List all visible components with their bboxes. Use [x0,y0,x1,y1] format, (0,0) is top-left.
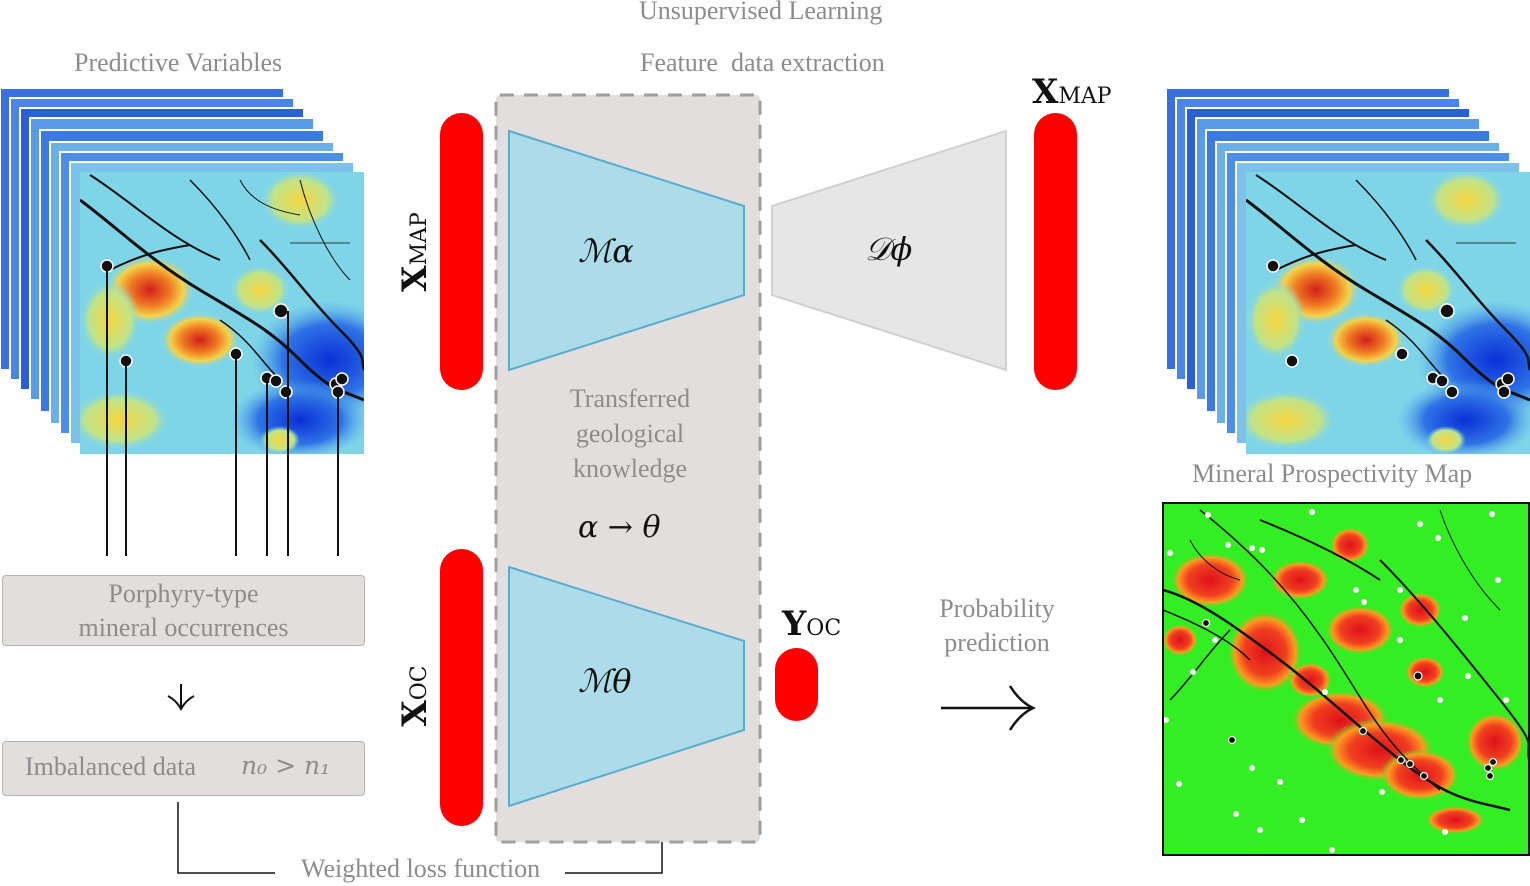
imbalance-expression: n₀ > n₁ [241,751,331,780]
x-map-left-subscript: MAP [407,212,432,266]
y-oc-symbol: Y [782,604,807,644]
imbalanced-data-box: Imbalanced data n₀ > n₁ [2,741,365,796]
x-oc-subscript: OC [407,665,432,701]
transfer-label-line-3: knowledge [572,454,688,483]
reconstructed-variable-stack [1165,87,1530,454]
transfer-label-line-2: geological [575,419,685,448]
x-map-left-label: XMAP [395,177,435,327]
encoder-alpha-label: ℳα [578,232,634,270]
x-oc-symbol: X [395,700,435,727]
x-map-left-symbol: X [395,265,435,292]
occurrences-box: Porphyry-type mineral occurrences [2,575,365,646]
weighted-loss-bracket [177,802,663,874]
unsupervised-learning-label: Unsupervised Learning [639,0,883,25]
y-oc-subscript: OC [806,616,842,641]
y-oc-label: YOC [782,604,841,644]
x-oc-label: XOC [395,636,435,756]
imbalanced-data-label: Imbalanced data [25,752,197,781]
x-map-output-bar [1034,113,1077,390]
occurrences-line-2: mineral occurrences [78,613,289,642]
decoder-phi-label: 𝒟ϕ [865,230,913,268]
x-map-right-label: XMAP [1032,72,1112,112]
decoder-phi-shape [771,129,1007,372]
encoder-alpha-shape [508,129,745,372]
x-map-right-symbol: X [1032,72,1059,112]
transfer-label-line-1: Transferred [569,384,691,413]
encoder-theta-label: ℳθ [578,662,632,700]
occurrences-line-1: Porphyry-type [108,579,259,608]
encoder-theta-shape [508,565,745,808]
prospectivity-map-title: Mineral Prospectivity Map [1192,459,1473,488]
probability-label-line-2: prediction [944,628,1050,657]
predictive-variables-label: Predictive Variables [74,48,283,77]
prospectivity-map [1162,502,1530,856]
probability-label-line-1: Probability [939,594,1055,623]
down-arrow-icon [167,684,195,712]
feature-extraction-label: Feature data extraction [640,48,885,77]
right-arrow-icon [941,685,1036,731]
x-map-input-bar [440,113,483,390]
y-oc-output-bar [775,648,818,721]
x-map-right-subscript: MAP [1058,84,1112,109]
x-oc-input-bar [440,549,483,826]
weighted-loss-label: Weighted loss function [301,854,541,883]
predictive-variable-stack [0,87,364,454]
transfer-expression: α → θ [578,510,661,545]
occurrence-connector-lines [106,266,339,556]
